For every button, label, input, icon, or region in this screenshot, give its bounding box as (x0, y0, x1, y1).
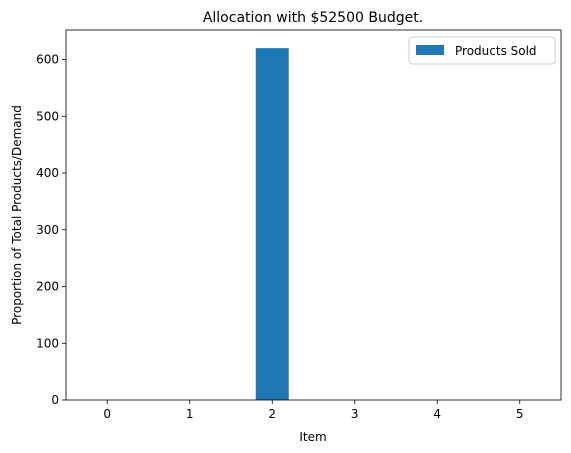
x-tick-label: 0 (103, 407, 111, 421)
legend-frame (408, 36, 556, 65)
legend-swatch (416, 45, 444, 55)
chart-title: Allocation with $52500 Budget. (203, 10, 423, 26)
y-tick-label: 100 (36, 336, 59, 350)
legend: Products Sold (408, 36, 556, 65)
plot-frame (65, 29, 562, 401)
x-tick-label: 2 (268, 407, 276, 421)
y-axis-label: Proportion of Total Products/Demand (10, 105, 24, 325)
y-tick-label: 600 (36, 53, 59, 67)
y-tick-label: 400 (36, 166, 59, 180)
y-tick-label: 500 (36, 109, 59, 123)
bars (255, 48, 289, 400)
y-axis-ticks: 0 100 200 300 400 500 600 (36, 53, 66, 407)
x-tick-label: 3 (351, 407, 359, 421)
x-tick-label: 4 (433, 407, 441, 421)
x-tick-label: 1 (186, 407, 194, 421)
y-tick-label: 300 (36, 223, 59, 237)
y-tick-label: 200 (36, 280, 59, 294)
legend-label: Products Sold (455, 44, 537, 58)
x-tick-label: 5 (516, 407, 524, 421)
x-axis-label: Item (299, 430, 326, 444)
y-tick-label: 0 (51, 393, 59, 407)
bar-item-2 (255, 48, 289, 400)
x-axis-ticks: 0 1 2 3 4 5 (103, 400, 524, 421)
